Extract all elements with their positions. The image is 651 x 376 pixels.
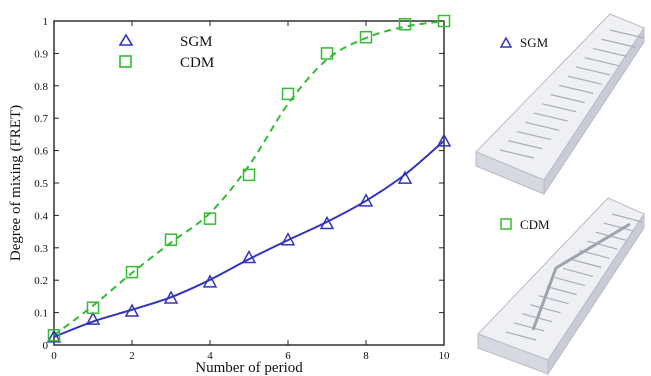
data-point-sgm [397,170,413,184]
groove [513,322,545,332]
groove [530,304,561,314]
data-point-sgm [280,232,296,246]
groove [592,47,628,58]
y-tick-label: 0.6 [34,146,48,158]
data-point-sgm [163,290,179,304]
groove [571,258,602,268]
x-tick-label: 6 [285,350,291,362]
groove [603,222,635,232]
groove [609,29,645,39]
groove [533,112,568,122]
data-point-cdm [359,30,373,44]
data-point-sgm [46,329,62,343]
plot-area [53,20,445,346]
data-point-sgm [202,274,218,288]
y-tick-label: 0.4 [34,210,48,222]
inset-label-cdm: CDM [520,217,550,232]
legend-label-cdm: CDM [180,55,214,71]
groove [505,331,537,341]
groove [516,130,552,141]
chart-legend: SGM CDM [118,33,214,71]
y-tick-label: 0.5 [34,178,48,190]
data-markers [46,14,452,343]
axis-ticks: 0 2 4 6 8 10 0 0.1 0.2 0.3 0.4 0.5 0.6 0.7 0.8 0.9 1 [34,16,450,362]
fit-lines [53,20,445,338]
x-axis-label: Number of period [195,360,303,376]
groove [550,94,585,104]
data-point-cdm [125,265,139,279]
groove [611,213,643,223]
groove [542,103,577,113]
legend-square-marker-icon [119,55,132,68]
inset-label-sgm: SGM [520,35,549,50]
data-point-sgm [358,193,374,207]
data-point-sgm [436,133,452,147]
data-point-cdm [281,87,295,101]
groove [559,84,594,94]
groove [538,295,569,305]
y-axis-label: Degree of mixing (FRET) [8,105,24,261]
groove [562,267,594,278]
y-tick-label: 0.3 [34,243,48,255]
inset-legend-sgm: SGM [499,35,549,50]
data-point-sgm [124,303,140,317]
cdm-device-illustration [477,197,645,376]
legend-label-sgm: SGM [180,34,213,50]
fit-line-sgm [53,140,445,338]
x-tick-label: 0 [51,350,57,362]
inset-square-marker-icon [500,218,512,230]
inset-legend-cdm: CDM [500,217,550,232]
groove [587,240,618,250]
data-point-cdm [164,233,178,246]
data-point-cdm [47,329,61,342]
y-tick-label: 0.8 [34,81,48,93]
sgm-device-illustration [475,13,645,196]
y-tick-label: 0.7 [34,113,48,125]
data-point-cdm [437,14,451,28]
legend-triangle-marker-icon [118,33,134,46]
groove [567,75,602,85]
groove [601,38,636,48]
data-point-sgm [319,215,335,230]
y-tick-label: 0.2 [34,275,48,287]
groove [508,140,543,150]
y-tick-label: 1 [43,16,49,28]
x-tick-label: 4 [207,350,213,362]
y-tick-label: 0.9 [34,48,48,60]
x-tick-label: 2 [129,350,135,362]
y-tick-label: 0.1 [34,308,48,320]
data-point-cdm [203,212,217,225]
data-point-cdm [86,301,100,314]
groove [525,121,560,131]
x-tick-label: 10 [439,350,451,362]
groove [576,66,611,76]
groove [546,286,577,296]
data-point-sgm [241,249,257,264]
data-point-cdm [320,47,334,60]
groove [584,57,619,67]
groove [554,276,586,287]
data-point-cdm [398,17,412,31]
data-point-cdm [242,168,256,182]
x-tick-label: 8 [363,350,369,362]
fit-line-cdm [53,20,445,337]
data-point-sgm [85,311,101,325]
y-tick-label: 0 [43,340,49,352]
inset-triangle-marker-icon [499,36,513,48]
groove [499,149,535,159]
